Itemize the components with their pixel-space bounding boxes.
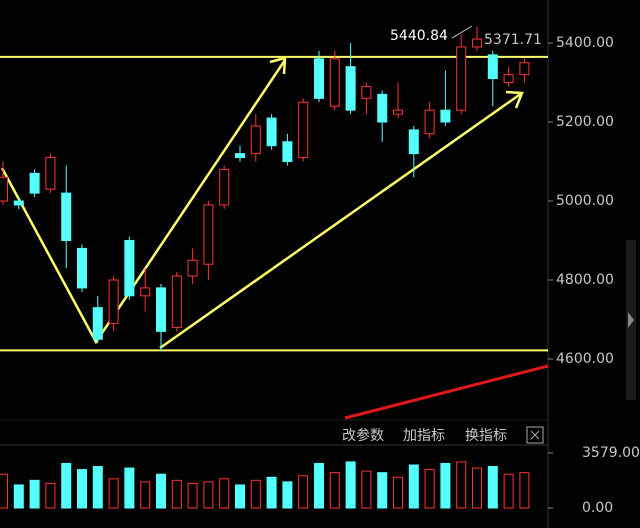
volume-bar xyxy=(329,472,340,509)
candle-body xyxy=(61,192,72,242)
candle-body xyxy=(266,117,277,147)
arrow-head xyxy=(505,90,524,109)
y-tick-label: 5400.00 xyxy=(556,35,614,51)
candle-body xyxy=(203,204,214,265)
candle-body xyxy=(329,58,340,107)
button[interactable]: 换指标 xyxy=(465,427,507,444)
candle-body xyxy=(361,85,372,99)
y-tick-label: 0.00 xyxy=(582,500,613,516)
candle-body xyxy=(298,101,309,159)
y-tick-label: 3579.00 xyxy=(582,445,640,461)
candle-body xyxy=(219,168,230,206)
volume-bar xyxy=(408,464,419,509)
candle-body xyxy=(235,153,245,159)
candle-body xyxy=(440,109,451,123)
arrow-line xyxy=(0,59,287,345)
candle-body xyxy=(77,247,87,289)
candle-body xyxy=(156,287,166,332)
candle-body xyxy=(487,54,498,80)
volume-bar xyxy=(440,462,451,509)
button[interactable]: 加指标 xyxy=(403,428,445,444)
volume-bar xyxy=(298,475,309,509)
volume-bar xyxy=(266,476,277,509)
volume-bar xyxy=(503,473,514,509)
volume-bar xyxy=(519,472,530,509)
volume-bar xyxy=(250,479,261,509)
volume-bar xyxy=(108,478,119,509)
candle-body xyxy=(171,275,182,328)
volume-bar xyxy=(472,467,482,509)
candle-body xyxy=(92,307,103,340)
volume-bar xyxy=(424,469,435,509)
volume-bar xyxy=(45,482,56,509)
arrow-head xyxy=(269,56,287,75)
volume-bar xyxy=(61,462,72,509)
candle-body xyxy=(345,66,356,111)
max-pointer xyxy=(451,25,473,39)
candle-body xyxy=(108,279,119,324)
candle-body xyxy=(124,240,135,297)
candle-body xyxy=(393,109,403,115)
volume-bar xyxy=(456,461,467,509)
volume-bar xyxy=(156,473,166,509)
candle-body xyxy=(282,141,293,163)
volume-bar xyxy=(140,481,151,509)
candle-body xyxy=(45,157,56,190)
candle-body xyxy=(250,125,261,155)
candle-body xyxy=(519,62,530,76)
volume-bar xyxy=(393,476,403,509)
candle-body xyxy=(424,109,435,135)
button[interactable]: 改参数 xyxy=(342,427,384,444)
volume-bar xyxy=(203,481,214,509)
candle-body xyxy=(13,200,24,206)
volume-bar xyxy=(187,482,198,509)
volume-bar xyxy=(0,473,8,509)
close-icon xyxy=(530,430,540,440)
y-tick-label: 5200.00 xyxy=(556,114,614,130)
volume-bar xyxy=(377,472,388,509)
candle-body xyxy=(456,46,467,111)
candle-body xyxy=(314,58,324,99)
scroll-arrow[interactable] xyxy=(628,312,634,328)
volume-bar xyxy=(487,466,498,509)
candle-body xyxy=(140,287,151,297)
volume-bar xyxy=(124,467,135,509)
volume-bar xyxy=(13,484,24,509)
candle-body xyxy=(187,259,198,277)
candle-body xyxy=(0,176,8,202)
volume-bar xyxy=(345,461,356,509)
volume-bar xyxy=(29,479,40,509)
volume-bar xyxy=(282,481,293,509)
candle-body xyxy=(377,93,388,123)
volume-bar xyxy=(77,469,87,509)
candle-body xyxy=(503,74,514,84)
arrows xyxy=(0,56,524,350)
arrow-line xyxy=(159,91,523,350)
y-tick-label: 5000.00 xyxy=(556,193,614,209)
candle-body xyxy=(408,129,419,155)
volume-bar xyxy=(361,470,372,509)
y-tick-label: 4800.00 xyxy=(556,272,614,288)
candle-body xyxy=(29,172,40,194)
last-label: 5371.71 xyxy=(484,32,542,48)
trend-line xyxy=(344,364,549,420)
volume-bar xyxy=(92,466,103,509)
volume-bar xyxy=(219,478,230,509)
close-button[interactable] xyxy=(526,426,544,444)
volume-bar xyxy=(171,479,182,509)
candle-body xyxy=(472,38,482,48)
volume-bar xyxy=(314,462,324,509)
y-tick-label: 4600.00 xyxy=(556,351,614,367)
max-label: 5440.84 xyxy=(390,28,448,44)
volume-bar xyxy=(235,484,245,509)
